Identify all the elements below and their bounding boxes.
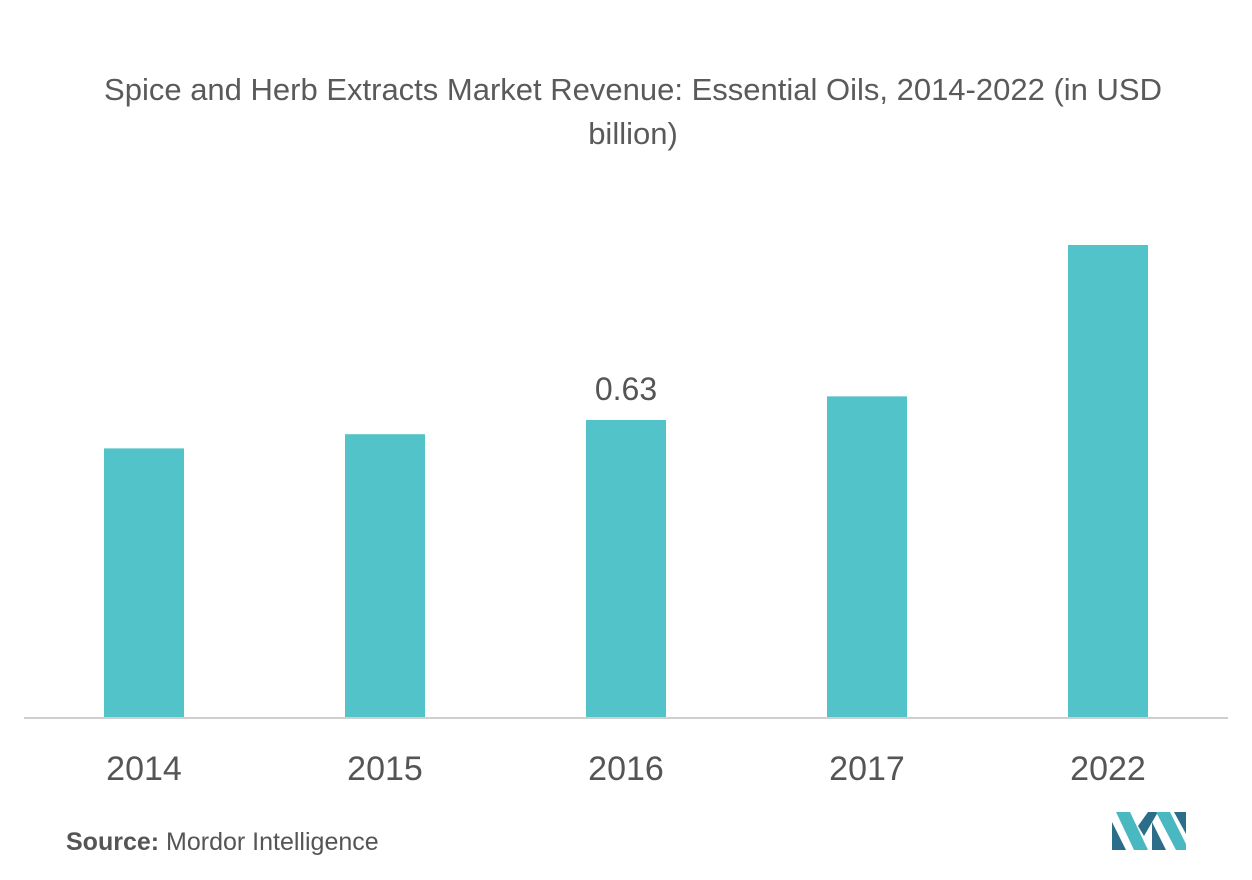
bar-2017 [827, 396, 907, 718]
source-note: Source: Mordor Intelligence [66, 828, 379, 857]
bar-2016 [586, 420, 666, 718]
x-tick-label-2016: 2016 [588, 750, 664, 788]
x-tick-label-2022: 2022 [1070, 750, 1146, 788]
x-tick-label-2015: 2015 [347, 750, 423, 788]
x-tick-label-2014: 2014 [106, 750, 182, 788]
bars-group [104, 245, 1148, 718]
bar-2022 [1068, 245, 1148, 718]
bar-2014 [104, 448, 184, 718]
labels-group: 2014 2015 2016 0.63 2017 2022 [106, 371, 1146, 788]
chart-title: Spice and Herb Extracts Market Revenue: … [104, 72, 1162, 151]
data-label-2016: 0.63 [595, 371, 657, 407]
bar-2015 [345, 434, 425, 718]
source-label: Source: [66, 828, 160, 856]
x-tick-label-2017: 2017 [829, 750, 905, 788]
source-text: Mordor Intelligence [166, 828, 379, 856]
mordor-intelligence-logo-icon [1112, 812, 1186, 850]
